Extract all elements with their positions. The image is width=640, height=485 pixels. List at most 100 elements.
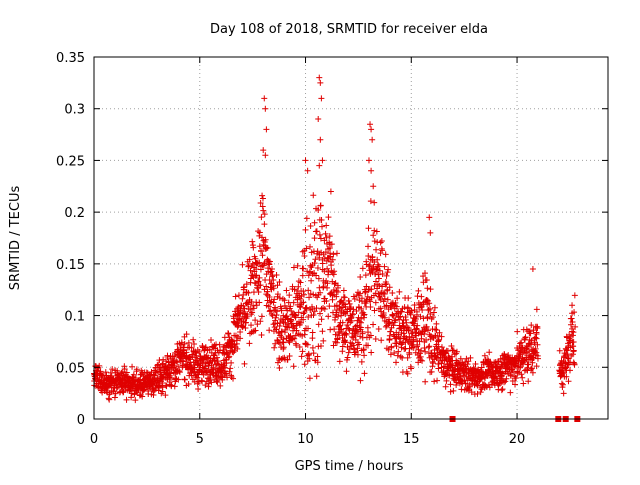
data-point	[393, 303, 400, 310]
data-point	[284, 315, 291, 322]
data-point	[297, 304, 304, 311]
data-point	[559, 369, 566, 376]
data-point	[226, 353, 233, 360]
data-point	[303, 215, 310, 222]
data-point	[560, 390, 567, 397]
data-point	[243, 281, 250, 288]
data-point	[261, 211, 268, 218]
data-point	[371, 227, 378, 234]
data-point	[226, 368, 233, 375]
data-point	[272, 314, 279, 321]
data-point	[430, 309, 437, 316]
data-point	[405, 325, 412, 332]
data-point	[322, 249, 329, 256]
data-point	[570, 329, 577, 336]
data-point	[299, 348, 306, 355]
data-point	[301, 291, 308, 298]
data-point	[507, 389, 514, 396]
data-point	[334, 282, 341, 289]
data-point	[383, 280, 390, 287]
data-point	[369, 253, 376, 260]
data-point	[258, 331, 265, 338]
data-point	[213, 378, 220, 385]
data-point	[387, 328, 394, 335]
peak-point	[302, 157, 309, 164]
data-point	[263, 283, 270, 290]
data-point	[499, 386, 506, 393]
data-point	[240, 291, 247, 298]
data-point	[250, 305, 257, 312]
data-point	[252, 317, 259, 324]
data-point	[323, 234, 330, 241]
peak-point	[319, 157, 326, 164]
data-point	[247, 306, 254, 313]
data-point	[534, 352, 541, 359]
data-point	[370, 321, 377, 328]
data-point	[255, 278, 262, 285]
data-point	[261, 221, 268, 228]
data-point	[425, 344, 432, 351]
peak-point	[367, 121, 374, 128]
data-point	[395, 348, 402, 355]
data-point	[315, 275, 322, 282]
data-point	[399, 320, 406, 327]
data-point	[202, 382, 209, 389]
data-point	[525, 361, 532, 368]
data-point	[194, 374, 201, 381]
data-point	[354, 345, 361, 352]
data-point	[188, 344, 195, 351]
data-point	[470, 365, 477, 372]
data-point	[361, 311, 368, 318]
data-point	[532, 334, 539, 341]
data-point	[342, 338, 349, 345]
data-point	[353, 308, 360, 315]
data-point	[571, 309, 578, 316]
y-tick-label: 0.1	[64, 310, 85, 325]
data-point	[400, 330, 407, 337]
chart-title: Day 108 of 2018, SRMTID for receiver eld…	[210, 22, 488, 37]
data-point	[453, 348, 460, 355]
data-point	[318, 217, 325, 224]
data-point	[351, 295, 358, 302]
data-point	[325, 214, 332, 221]
data-point	[570, 347, 577, 354]
data-point	[376, 263, 383, 270]
data-point	[433, 320, 440, 327]
y-tick-label: 0.15	[56, 258, 85, 273]
data-point	[230, 375, 237, 382]
data-point	[427, 305, 434, 312]
data-point	[412, 316, 419, 323]
data-point	[291, 286, 298, 293]
data-point	[416, 350, 423, 357]
data-point	[333, 293, 340, 300]
data-point	[375, 275, 382, 282]
data-point	[206, 346, 213, 353]
data-point	[314, 359, 321, 366]
data-point	[132, 397, 139, 404]
data-point	[283, 287, 290, 294]
data-point	[355, 314, 362, 321]
data-point	[322, 230, 329, 237]
data-point	[510, 369, 517, 376]
data-point	[405, 295, 412, 302]
data-point	[274, 282, 281, 289]
data-point	[431, 378, 438, 385]
data-point	[569, 318, 576, 325]
data-point	[382, 251, 389, 258]
data-point	[435, 336, 442, 343]
data-point	[100, 380, 107, 387]
data-point	[522, 334, 529, 341]
data-point	[295, 283, 302, 290]
data-point	[422, 378, 429, 385]
data-point	[254, 321, 261, 328]
data-point	[411, 302, 418, 309]
data-point	[109, 366, 116, 373]
data-point	[365, 263, 372, 270]
data-point	[268, 266, 275, 273]
data-point	[302, 226, 309, 233]
data-point	[307, 243, 314, 250]
data-point	[518, 339, 525, 346]
data-point	[415, 330, 422, 337]
data-point	[386, 320, 393, 327]
data-point	[460, 372, 467, 379]
